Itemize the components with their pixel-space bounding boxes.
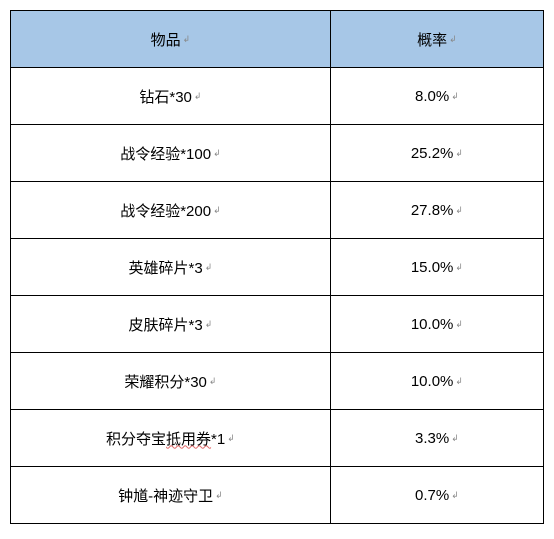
paragraph-mark-icon: ↲ [449,34,457,45]
cell-item-text: 钟馗-神迹守卫 [118,485,213,506]
cell-rate-text: 3.3% [415,430,449,447]
cell-item: 英雄碎片*3↲ [11,239,331,296]
cell-item: 皮肤碎片*3↲ [11,296,331,353]
probability-table: 物品 ↲ 概率 ↲ 钻石*30↲8.0%↲战令经验*100↲25.2%↲战令经验… [10,10,544,524]
cell-rate: 27.8%↲ [330,182,543,239]
paragraph-mark-icon: ↲ [227,433,235,444]
cell-rate-text: 10.0% [411,373,454,390]
cell-rate-text: 8.0% [415,88,449,105]
cell-item-text: 积分夺宝抵用券*1 [106,428,225,449]
cell-item-text: 钻石*30 [139,86,192,107]
cell-item: 战令经验*200↲ [11,182,331,239]
cell-rate: 10.0%↲ [330,296,543,353]
paragraph-mark-icon: ↲ [194,91,202,102]
paragraph-mark-icon: ↲ [213,148,221,159]
table-header: 物品 ↲ 概率 ↲ [11,11,544,68]
paragraph-mark-icon: ↲ [213,205,221,216]
paragraph-mark-icon: ↲ [455,205,463,216]
cell-rate: 3.3%↲ [330,410,543,467]
cell-rate: 0.7%↲ [330,467,543,524]
table-row: 英雄碎片*3↲15.0%↲ [11,239,544,296]
paragraph-mark-icon: ↲ [183,34,191,45]
table-row: 荣耀积分*30↲10.0%↲ [11,353,544,410]
table-row: 战令经验*200↲27.8%↲ [11,182,544,239]
paragraph-mark-icon: ↲ [451,433,459,444]
paragraph-mark-icon: ↲ [451,490,459,501]
paragraph-mark-icon: ↲ [205,319,213,330]
cell-item: 积分夺宝抵用券*1↲ [11,410,331,467]
cell-rate-text: 15.0% [411,259,454,276]
table-row: 战令经验*100↲25.2%↲ [11,125,544,182]
cell-rate-text: 27.8% [411,202,454,219]
paragraph-mark-icon: ↲ [455,319,463,330]
cell-rate: 10.0%↲ [330,353,543,410]
header-rate-label: 概率 [417,29,447,50]
paragraph-mark-icon: ↲ [215,490,223,501]
cell-item: 战令经验*100↲ [11,125,331,182]
probability-table-container: 物品 ↲ 概率 ↲ 钻石*30↲8.0%↲战令经验*100↲25.2%↲战令经验… [10,10,544,524]
cell-item: 钟馗-神迹守卫↲ [11,467,331,524]
table-body: 钻石*30↲8.0%↲战令经验*100↲25.2%↲战令经验*200↲27.8%… [11,68,544,524]
cell-item-text: 战令经验*200 [120,200,211,221]
cell-rate: 8.0%↲ [330,68,543,125]
cell-item-text: 荣耀积分*30 [124,371,207,392]
paragraph-mark-icon: ↲ [451,91,459,102]
column-header-rate: 概率 ↲ [330,11,543,68]
cell-item-text: 英雄碎片*3 [129,257,203,278]
paragraph-mark-icon: ↲ [455,148,463,159]
table-row: 皮肤碎片*3↲10.0%↲ [11,296,544,353]
cell-rate-text: 10.0% [411,316,454,333]
table-row: 积分夺宝抵用券*1↲3.3%↲ [11,410,544,467]
column-header-item: 物品 ↲ [11,11,331,68]
paragraph-mark-icon: ↲ [455,376,463,387]
cell-rate: 15.0%↲ [330,239,543,296]
paragraph-mark-icon: ↲ [209,376,217,387]
cell-item: 荣耀积分*30↲ [11,353,331,410]
table-row: 钻石*30↲8.0%↲ [11,68,544,125]
table-row: 钟馗-神迹守卫↲0.7%↲ [11,467,544,524]
spellcheck-wavy: 抵用券 [166,431,211,448]
cell-rate: 25.2%↲ [330,125,543,182]
cell-item-text: 战令经验*100 [120,143,211,164]
cell-item-text: 皮肤碎片*3 [129,314,203,335]
cell-rate-text: 25.2% [411,145,454,162]
paragraph-mark-icon: ↲ [205,262,213,273]
paragraph-mark-icon: ↲ [455,262,463,273]
cell-item: 钻石*30↲ [11,68,331,125]
cell-rate-text: 0.7% [415,487,449,504]
header-item-label: 物品 [151,29,181,50]
